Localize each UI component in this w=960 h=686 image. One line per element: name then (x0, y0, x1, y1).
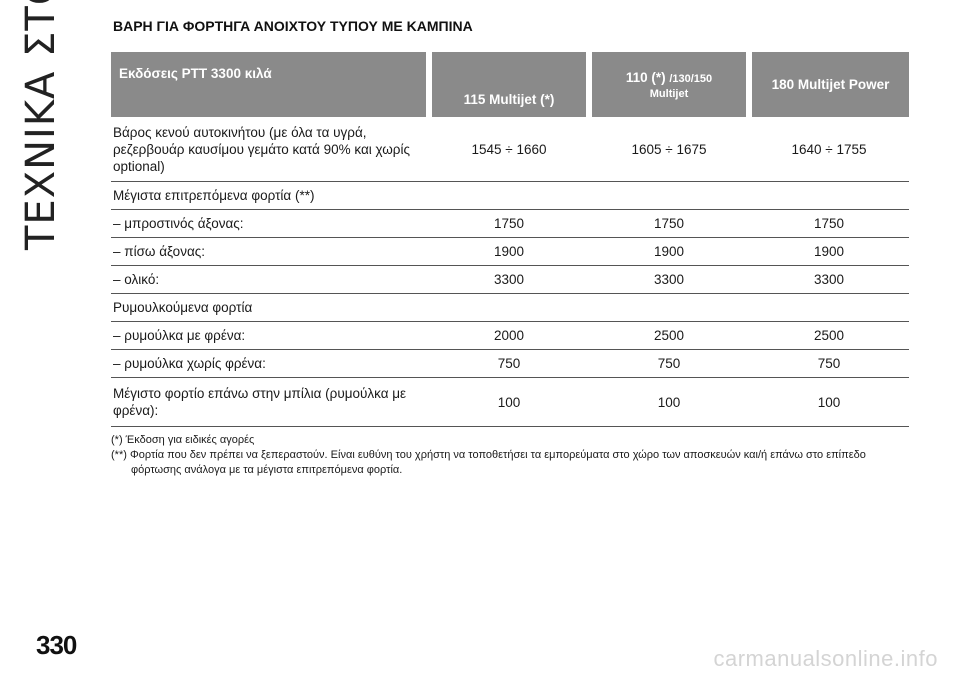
row-label: – πίσω άξονας: (111, 237, 429, 266)
cell-value: 1640 ÷ 1755 (749, 117, 909, 182)
row-label: – μπροστινός άξονας: (111, 209, 429, 238)
row-label: – ολικό: (111, 265, 429, 294)
section-title: ΒΑΡΗ ΓΙΑ ΦΟΡΤΗΓΑ ΑΝΟΙΧΤΟΥ ΤΥΠΟΥ ΜΕ ΚΑΜΠΙ… (113, 18, 473, 34)
cell-value: 2000 (429, 321, 589, 350)
table-row: – ολικό: 3300 3300 3300 (111, 265, 909, 294)
cell-value: 2500 (749, 321, 909, 350)
table-row: Ρυμουλκούμενα φορτία (111, 293, 909, 322)
cell-value: 3300 (749, 265, 909, 294)
cell-value: 1900 (749, 237, 909, 266)
cell-value: 1900 (589, 237, 749, 266)
cell-value: 1605 ÷ 1675 (589, 117, 749, 182)
table-row: Μέγιστα επιτρεπόμενα φορτία (**) (111, 181, 909, 210)
cell-value: 100 (589, 377, 749, 427)
table-row: Μέγιστο φορτίο επάνω στην μπίλια (ρυμούλ… (111, 377, 909, 427)
cell-value: 100 (749, 377, 909, 427)
row-label: Βάρος κενού αυτοκινήτου (με όλα τα υγρά,… (111, 117, 429, 182)
cell-value (429, 181, 589, 210)
table-row: Βάρος κενού αυτοκινήτου (με όλα τα υγρά,… (111, 117, 909, 182)
cell-value (589, 181, 749, 210)
header-115-multijet: 115 Multijet (*) (426, 52, 589, 117)
table-row: – ρυμούλκα με φρένα: 2000 2500 2500 (111, 321, 909, 350)
cell-value: 750 (589, 349, 749, 378)
cell-value: 1750 (429, 209, 589, 238)
table-row: – πίσω άξονας: 1900 1900 1900 (111, 237, 909, 266)
side-tab: ΤΕΧΝΙΚΑ ΣΤΟΙΧΕΙΑ (0, 0, 88, 686)
header-180-multijet-power: 180 Multijet Power (746, 52, 909, 117)
table-row: – ρυμούλκα χωρίς φρένα: 750 750 750 (111, 349, 909, 378)
cell-value: 1545 ÷ 1660 (429, 117, 589, 182)
page-number: 330 (36, 630, 77, 660)
cell-value: 1750 (749, 209, 909, 238)
header-110-130-150-multijet: 110 (*) /130/150 Multijet (586, 52, 749, 117)
footnote: (*) Έκδοση για ειδικές αγορές (111, 434, 255, 446)
header-110-label: 110 (*) (625, 69, 670, 85)
cell-value: 1900 (429, 237, 589, 266)
row-label: Μέγιστο φορτίο επάνω στην μπίλια (ρυμούλ… (111, 377, 429, 427)
cell-value (749, 181, 909, 210)
weights-table: Εκδόσεις PTT 3300 κιλά 115 Multijet (*) … (111, 52, 909, 427)
header-130-150-label: /130/150 (669, 72, 713, 85)
watermark: carmanualsonline.info (713, 646, 938, 671)
cell-value: 750 (749, 349, 909, 378)
row-label: Ρυμουλκούμενα φορτία (111, 293, 429, 322)
cell-value: 750 (429, 349, 589, 378)
cell-value (749, 293, 909, 322)
cell-value (429, 293, 589, 322)
cell-value (589, 293, 749, 322)
cell-value: 1750 (589, 209, 749, 238)
header-versions: Εκδόσεις PTT 3300 κιλά (111, 52, 429, 117)
page-content: ΒΑΡΗ ΓΙΑ ΦΟΡΤΗΓΑ ΑΝΟΙΧΤΟΥ ΤΥΠΟΥ ΜΕ ΚΑΜΠΙ… (111, 18, 909, 478)
cell-value: 3300 (589, 265, 749, 294)
footnote: (**) Φορτία που δεν πρέπει να ξεπεραστού… (111, 449, 866, 476)
table-header-row: Εκδόσεις PTT 3300 κιλά 115 Multijet (*) … (111, 52, 909, 117)
header-multijet-label: Multijet (649, 87, 689, 100)
table-body: Βάρος κενού αυτοκινήτου (με όλα τα υγρά,… (111, 117, 909, 427)
side-tab-label: ΤΕΧΝΙΚΑ ΣΤΟΙΧΕΙΑ (18, 0, 64, 250)
footnotes: (*) Έκδοση για ειδικές αγορές (**) Φορτί… (111, 433, 909, 478)
cell-value: 100 (429, 377, 589, 427)
table-row: – μπροστινός άξονας: 1750 1750 1750 (111, 209, 909, 238)
row-label: Μέγιστα επιτρεπόμενα φορτία (**) (111, 181, 429, 210)
row-label: – ρυμούλκα με φρένα: (111, 321, 429, 350)
row-label: – ρυμούλκα χωρίς φρένα: (111, 349, 429, 378)
cell-value: 2500 (589, 321, 749, 350)
cell-value: 3300 (429, 265, 589, 294)
